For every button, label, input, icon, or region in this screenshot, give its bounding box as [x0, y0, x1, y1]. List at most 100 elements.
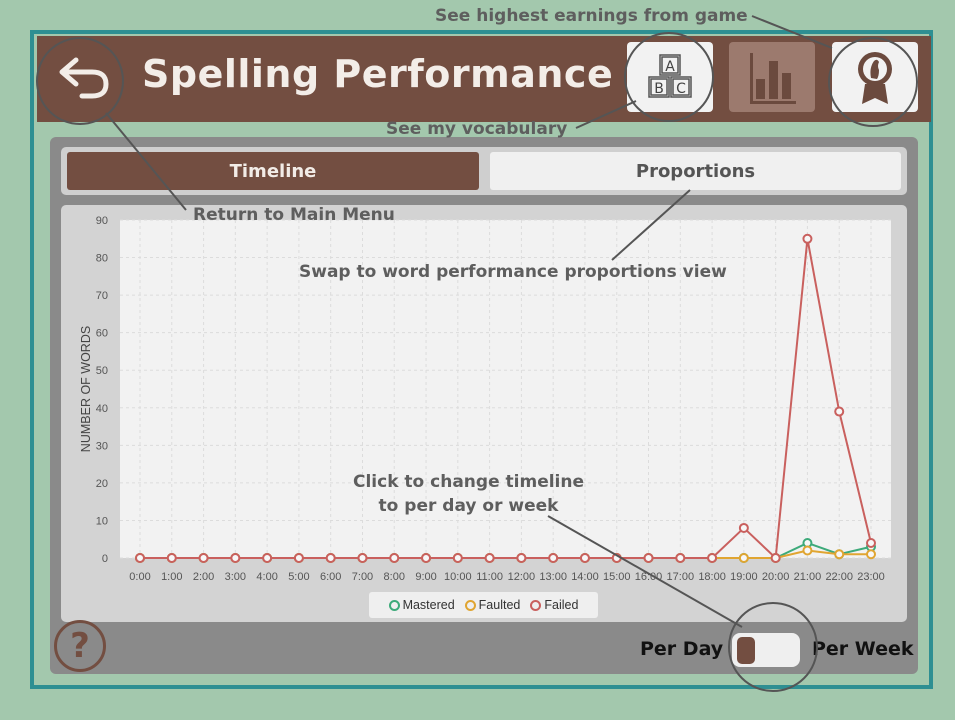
x-tick-label: 19:00 — [730, 571, 758, 583]
x-tick-label: 18:00 — [698, 571, 726, 583]
data-point-failed — [834, 406, 845, 417]
help-button[interactable]: ? — [54, 620, 106, 672]
y-tick-label: 50 — [96, 365, 108, 377]
x-tick-label: 17:00 — [667, 571, 695, 583]
data-point-failed — [357, 553, 368, 563]
x-tick-label: 5:00 — [288, 571, 309, 583]
x-tick-label: 9:00 — [415, 571, 436, 583]
data-point-failed — [738, 522, 749, 533]
data-point-failed — [516, 553, 527, 563]
legend-item-failed[interactable]: Failed — [530, 598, 578, 612]
data-point-failed — [262, 553, 273, 563]
y-axis-title: NUMBER OF WORDS — [79, 326, 93, 452]
y-tick-label: 90 — [96, 215, 108, 227]
data-point-faulted — [866, 549, 876, 560]
legend-label-faulted: Faulted — [478, 598, 521, 612]
x-tick-label: 4:00 — [256, 571, 277, 583]
timeline-chart: 0 10 20 30 40 50 60 70 80 90 0:00 1:00 2:00 3:00 4:00 5… — [79, 215, 891, 583]
back-button[interactable] — [52, 52, 114, 104]
y-tick-label: 60 — [96, 328, 108, 340]
legend-marker-mastered — [388, 599, 400, 611]
svg-text:A: A — [665, 59, 675, 75]
data-point-failed — [230, 553, 241, 563]
data-point-failed — [293, 553, 304, 563]
y-tick-label: 10 — [96, 515, 108, 527]
data-point-failed — [198, 553, 209, 563]
legend-item-faulted[interactable]: Faulted — [464, 598, 521, 612]
annotation-swap: Swap to word performance proportions vie… — [299, 262, 727, 282]
chart-legend: Mastered Faulted Failed — [369, 592, 598, 618]
x-tick-label: 6:00 — [320, 571, 341, 583]
data-point-failed — [452, 553, 463, 563]
x-tick-label: 12:00 — [508, 571, 536, 583]
page-title: Spelling Performance — [142, 52, 614, 96]
data-point-faulted — [834, 549, 845, 560]
bar-chart-icon — [750, 53, 796, 104]
data-point-failed — [421, 553, 432, 563]
tab-proportions[interactable]: Proportions — [490, 152, 901, 190]
data-point-failed — [484, 553, 495, 563]
x-tick-label: 2:00 — [193, 571, 214, 583]
annotation-vocabulary: See my vocabulary — [386, 119, 568, 139]
tab-timeline[interactable]: Timeline — [67, 152, 479, 190]
abc-blocks-icon: AB C — [648, 54, 692, 98]
x-tick-label: 0:00 — [129, 571, 150, 583]
statistics-button[interactable] — [729, 42, 815, 112]
award-ribbon-icon — [858, 52, 892, 104]
x-tick-label: 20:00 — [762, 571, 790, 583]
legend-label-failed: Failed — [544, 598, 579, 612]
y-tick-label: 80 — [96, 253, 108, 265]
legend-label-mastered: Mastered — [402, 598, 455, 612]
y-tick-label: 70 — [96, 290, 108, 302]
y-tick-label: 20 — [96, 478, 108, 490]
annotation-toggle: Click to change timeline to per day or w… — [353, 470, 584, 518]
data-point-failed — [707, 553, 718, 563]
annotation-earnings: See highest earnings from game — [435, 6, 748, 26]
x-tick-label: 15:00 — [603, 571, 631, 583]
x-tick-label: 8:00 — [384, 571, 405, 583]
y-tick-label: 30 — [96, 440, 108, 452]
data-point-failed — [579, 553, 590, 563]
annotation-return: Return to Main Menu — [193, 205, 395, 225]
question-mark-icon: ? — [70, 626, 90, 666]
plot-area — [120, 220, 891, 558]
x-tick-label: 16:00 — [635, 571, 663, 583]
legend-item-mastered[interactable]: Mastered — [388, 598, 455, 612]
x-tick-label: 7:00 — [352, 571, 373, 583]
data-point-failed — [802, 233, 813, 244]
legend-marker-faulted — [464, 599, 476, 611]
data-point-failed — [675, 553, 686, 563]
x-tick-label: 3:00 — [225, 571, 246, 583]
x-tick-label: 22:00 — [825, 571, 853, 583]
series-line-failed — [140, 238, 872, 561]
data-point-failed — [611, 553, 622, 563]
data-point-failed — [643, 553, 654, 563]
x-tick-label: 11:00 — [476, 571, 503, 583]
earnings-button[interactable] — [832, 42, 918, 112]
x-tick-label: 14:00 — [571, 571, 599, 583]
y-tick-label: 40 — [96, 403, 108, 415]
x-tick-label: 10:00 — [444, 571, 472, 583]
y-tick-label: 0 — [102, 553, 108, 565]
x-tick-label: 21:00 — [794, 571, 822, 583]
data-point-failed — [866, 537, 876, 548]
data-point-failed — [135, 553, 145, 563]
data-point-failed — [389, 553, 400, 563]
toggle-knob[interactable] — [737, 637, 755, 664]
data-point-failed — [548, 553, 559, 563]
return-arrow-icon — [59, 57, 109, 99]
x-tick-label: 1:00 — [161, 571, 182, 583]
per-week-label: Per Week — [812, 638, 914, 660]
annotation-toggle-line2: to per day or week — [378, 496, 559, 516]
data-point-failed — [325, 553, 336, 563]
data-point-failed — [166, 553, 177, 563]
svg-text:C: C — [676, 81, 686, 97]
data-point-faulted — [802, 545, 813, 556]
x-tick-label: 13:00 — [539, 571, 567, 583]
data-point-failed — [770, 553, 781, 563]
per-day-label: Per Day — [640, 638, 724, 660]
annotation-toggle-line1: Click to change timeline — [353, 472, 585, 492]
legend-marker-failed — [530, 599, 542, 611]
data-point-faulted — [738, 553, 749, 563]
